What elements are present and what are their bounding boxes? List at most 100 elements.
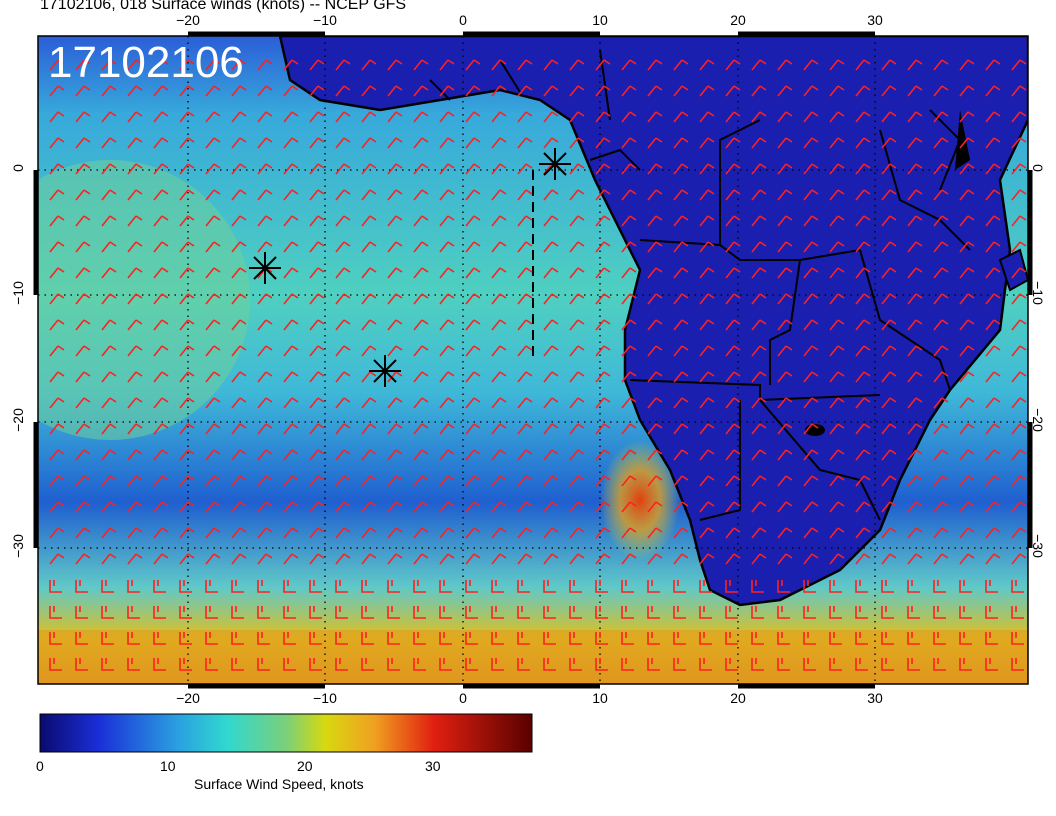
wind-barb <box>517 59 533 71</box>
wind-barb <box>673 345 689 357</box>
wind-barb <box>101 319 117 331</box>
wind-barb <box>49 163 65 175</box>
wind-barb <box>257 423 273 435</box>
africa-landmass <box>278 36 1028 607</box>
wind-barb <box>595 501 611 513</box>
wind-barb <box>75 371 91 383</box>
wind-barb <box>725 189 741 201</box>
wind-barb <box>127 319 143 331</box>
wind-barb <box>699 345 715 357</box>
wind-barb <box>491 449 507 461</box>
wind-barb <box>751 267 767 279</box>
wind-barb <box>283 449 299 461</box>
wind-barb <box>309 267 325 279</box>
wind-barb <box>413 553 429 565</box>
wind-barb <box>803 606 816 619</box>
wind-barb <box>933 85 949 97</box>
wind-barb <box>907 397 923 409</box>
wind-barb <box>283 319 299 331</box>
wind-barb <box>101 345 117 357</box>
wind-barb <box>491 319 507 331</box>
wind-barb <box>127 59 143 71</box>
wind-barb <box>933 163 949 175</box>
wind-barb <box>283 163 299 175</box>
wind-barb <box>543 527 559 539</box>
wind-barb <box>283 632 296 645</box>
wind-barb <box>361 59 377 71</box>
wind-barb <box>647 215 663 227</box>
wind-barb <box>881 137 897 149</box>
lat-tick-right: 0 <box>1029 164 1046 172</box>
wind-barb <box>49 293 65 305</box>
wind-barb <box>517 215 533 227</box>
wind-barb <box>777 527 793 539</box>
wind-barb <box>465 658 478 671</box>
wind-barb <box>829 475 845 487</box>
wind-barb <box>543 475 559 487</box>
plot-title: 17102106, 018 Surface winds (knots) -- N… <box>40 0 407 13</box>
wind-barb <box>595 423 611 435</box>
wind-barb <box>725 319 741 331</box>
wind-barb <box>751 137 767 149</box>
wind-barb <box>543 267 559 279</box>
wind-barb <box>959 111 975 123</box>
wind-barb <box>569 267 585 279</box>
wind-barb <box>829 85 845 97</box>
wind-barb <box>933 111 949 123</box>
wind-barb <box>309 241 325 253</box>
wind-barb <box>985 59 1001 71</box>
wind-barb <box>699 319 715 331</box>
wind-barb <box>673 163 689 175</box>
wind-barb <box>101 59 117 71</box>
wind-barb <box>777 371 793 383</box>
wind-barb <box>491 293 507 305</box>
wind-barb <box>309 111 325 123</box>
wind-barb <box>517 293 533 305</box>
wind-barb <box>907 319 923 331</box>
wind-barb <box>543 501 559 513</box>
wind-barb <box>647 241 663 253</box>
wind-barb <box>907 85 923 97</box>
wind-barb <box>387 267 403 279</box>
wind-barb <box>231 345 247 357</box>
wind-barb <box>309 163 325 175</box>
wind-barb <box>465 449 481 461</box>
wind-barb <box>595 632 608 645</box>
wind-barb <box>179 189 195 201</box>
wind-barb <box>985 345 1001 357</box>
wind-barb <box>439 241 455 253</box>
wind-barb <box>595 215 611 227</box>
wind-barb <box>855 241 871 253</box>
wind-barb <box>283 241 299 253</box>
wind-barb <box>75 527 91 539</box>
wind-barb <box>257 163 273 175</box>
colorbar <box>39 713 533 753</box>
wind-barb <box>621 189 637 201</box>
wind-barb <box>335 423 351 435</box>
wind-barb <box>569 189 585 201</box>
wind-barb <box>621 137 637 149</box>
wind-barb <box>595 111 611 123</box>
wind-barb <box>699 632 712 645</box>
wind-barb <box>491 215 507 227</box>
wind-barb <box>725 580 738 593</box>
wind-barb <box>413 658 426 671</box>
wind-barb <box>361 319 377 331</box>
wind-barb <box>231 397 247 409</box>
wind-barb <box>361 293 377 305</box>
wind-barb <box>1011 137 1027 149</box>
wind-barb <box>153 319 169 331</box>
wind-barb <box>1011 215 1027 227</box>
wind-barb <box>751 580 764 593</box>
wind-barb <box>465 163 481 175</box>
wind-barb <box>985 85 1001 97</box>
wind-barb <box>283 371 299 383</box>
wind-barb <box>725 215 741 227</box>
wind-barb <box>75 553 91 565</box>
wind-barb <box>75 59 91 71</box>
wind-barb <box>361 553 377 565</box>
wind-barb <box>569 215 585 227</box>
axis-segments <box>33 31 1033 689</box>
wind-barb <box>205 189 221 201</box>
wind-barb <box>231 527 247 539</box>
